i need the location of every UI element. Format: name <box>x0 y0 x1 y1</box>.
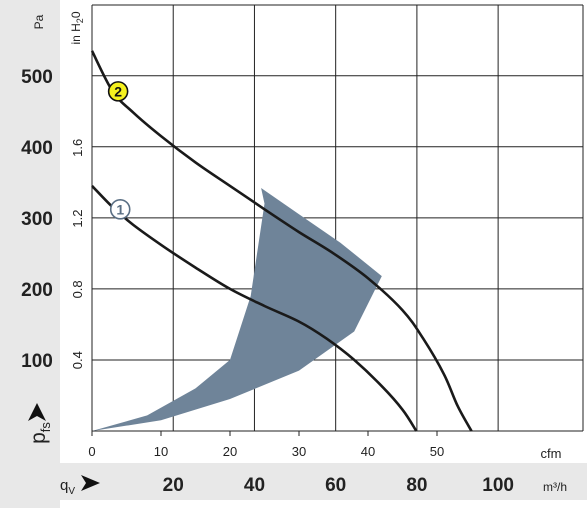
cfm-unit-label: cfm <box>541 446 562 461</box>
pa-tick-label: 300 <box>21 209 53 230</box>
svg-text:pfs: pfs <box>27 422 53 444</box>
curve-1-badge <box>109 199 131 220</box>
curve-1 <box>91 184 418 432</box>
svg-text:in H20: in H20 <box>69 11 85 44</box>
pfs-arrow-icon <box>28 403 46 421</box>
pa-tick-label: 200 <box>21 280 53 301</box>
pa-unit-label: Pa <box>32 14 46 29</box>
cfm-tick-label: 10 <box>154 444 168 459</box>
operating-range-layer <box>92 188 382 431</box>
pfs-axis-title: pfs <box>27 422 53 444</box>
curve-2 <box>90 50 473 432</box>
cfm-tick-label: 0 <box>88 444 95 459</box>
m3h-tick-label: 40 <box>244 475 265 496</box>
qv-arrow-icon <box>81 475 100 491</box>
cfm-tick-label: 20 <box>223 444 237 459</box>
m3h-tick-label: 80 <box>406 475 427 496</box>
cfm-tick-label: 30 <box>292 444 306 459</box>
curve-2-label: 2 <box>114 83 122 99</box>
left-axis-panel <box>0 0 60 508</box>
inh2o-tick-label: 0.4 <box>70 351 85 369</box>
bottom-axis-panel <box>0 463 587 500</box>
qv-axis-title: qV <box>60 477 75 497</box>
curves-layer: 21 <box>90 50 473 432</box>
pa-tick-label: 500 <box>21 67 53 88</box>
pa-tick-label: 400 <box>21 138 53 159</box>
grid <box>91 4 584 436</box>
curve-2-badge <box>107 81 129 102</box>
cfm-tick-label: 40 <box>361 444 375 459</box>
m3h-tick-label: 60 <box>325 475 346 496</box>
operating-range-area <box>92 188 382 431</box>
curve-1-label: 1 <box>116 201 124 217</box>
labels-layer: 100 200 300 400 500 0.4 0.8 1.2 1.6 0 10 20 30 40 50 20… <box>21 67 514 496</box>
m3h-unit-label: m³/h <box>543 480 567 494</box>
inh2o-tick-label: 0.8 <box>70 280 85 298</box>
inh2o-tick-label: 1.6 <box>70 139 85 157</box>
inh2o-tick-label: 1.2 <box>70 210 85 228</box>
cfm-tick-label: 50 <box>430 444 444 459</box>
inh2o-unit-label: in H20 <box>69 11 85 44</box>
m3h-tick-label: 100 <box>482 475 514 496</box>
pa-tick-label: 100 <box>21 351 53 372</box>
m3h-tick-label: 20 <box>163 475 184 496</box>
